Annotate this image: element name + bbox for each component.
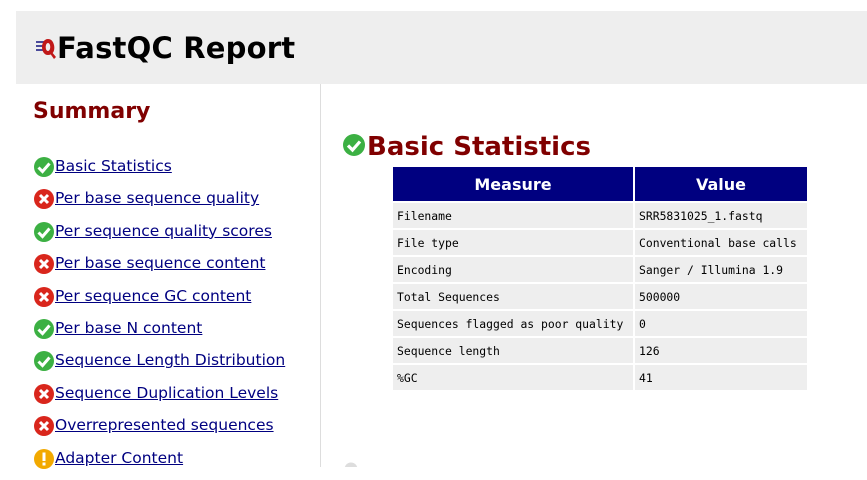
page-title: FastQC Report	[57, 30, 296, 65]
summary-link-overrepresented-sequences[interactable]: Overrepresented sequences	[55, 416, 274, 435]
report-header: FastQC Report	[16, 11, 867, 84]
summary-list: Basic Statistics Per base sequence quali…	[33, 156, 285, 480]
value-cell: 41	[635, 365, 807, 392]
fail-cross-icon	[33, 415, 55, 437]
pass-check-icon	[33, 156, 55, 178]
fail-cross-icon	[33, 383, 55, 405]
fail-cross-icon	[33, 286, 55, 308]
fail-cross-icon	[33, 188, 55, 210]
measure-cell: File type	[393, 230, 633, 257]
value-cell: SRR5831025_1.fastq	[635, 203, 807, 230]
fail-cross-icon	[33, 253, 55, 275]
summary-item-per-sequence-gc-content: Per sequence GC content	[33, 286, 285, 318]
table-row: Sequence length 126	[393, 338, 807, 365]
value-cell: 0	[635, 311, 807, 338]
value-cell: Sanger / Illumina 1.9	[635, 257, 807, 284]
column-header-measure: Measure	[393, 167, 633, 203]
summary-panel: Summary Basic Statistics Per base sequen…	[16, 84, 321, 469]
measure-cell: Total Sequences	[393, 284, 633, 311]
pass-check-icon	[33, 350, 55, 372]
value-cell: 500000	[635, 284, 807, 311]
summary-link-per-base-n-content[interactable]: Per base N content	[55, 318, 203, 337]
summary-link-per-sequence-gc-content[interactable]: Per sequence GC content	[55, 286, 252, 305]
summary-link-sequence-duplication-levels[interactable]: Sequence Duplication Levels	[55, 383, 279, 402]
table-header-row: Measure Value	[393, 167, 807, 203]
summary-item-sequence-length-distribution: Sequence Length Distribution	[33, 350, 285, 382]
value-cell: 126	[635, 338, 807, 365]
pass-check-icon	[33, 221, 55, 243]
table-row: File type Conventional base calls	[393, 230, 807, 257]
table-row: Total Sequences 500000	[393, 284, 807, 311]
summary-item-per-base-sequence-quality: Per base sequence quality	[33, 188, 285, 220]
measure-cell: Filename	[393, 203, 633, 230]
fastqc-logo-icon	[35, 35, 57, 61]
pass-check-icon	[342, 133, 366, 157]
value-cell: Conventional base calls	[635, 230, 807, 257]
pass-check-icon	[33, 318, 55, 340]
summary-link-adapter-content[interactable]: Adapter Content	[55, 448, 184, 467]
summary-link-basic-statistics[interactable]: Basic Statistics	[55, 157, 172, 175]
next-section-status-icon	[344, 461, 358, 467]
table-row: Filename SRR5831025_1.fastq	[393, 203, 807, 230]
summary-heading: Summary	[33, 99, 151, 124]
table-row: Encoding Sanger / Illumina 1.9	[393, 257, 807, 284]
measure-cell: Sequences flagged as poor quality	[393, 311, 633, 338]
measure-cell: Sequence length	[393, 338, 633, 365]
measure-cell: %GC	[393, 365, 633, 392]
section-title-text: Basic Statistics	[367, 132, 591, 162]
summary-link-sequence-length-distribution[interactable]: Sequence Length Distribution	[55, 351, 286, 370]
column-header-value: Value	[635, 167, 807, 203]
summary-item-basic-statistics: Basic Statistics	[33, 156, 285, 188]
table-row: Sequences flagged as poor quality 0	[393, 311, 807, 338]
summary-item-adapter-content: Adapter Content	[33, 448, 285, 480]
summary-link-per-sequence-quality-scores[interactable]: Per sequence quality scores	[55, 221, 272, 240]
summary-link-per-base-sequence-quality[interactable]: Per base sequence quality	[55, 189, 260, 208]
section-title-basic-statistics: Basic Statistics	[342, 132, 591, 162]
summary-item-sequence-duplication-levels: Sequence Duplication Levels	[33, 383, 285, 415]
basic-statistics-table: Measure Value Filename SRR5831025_1.fast…	[391, 167, 809, 392]
warn-exclamation-icon	[33, 448, 55, 470]
summary-link-per-base-sequence-content[interactable]: Per base sequence content	[55, 254, 266, 273]
table-row: %GC 41	[393, 365, 807, 392]
summary-item-per-base-n-content: Per base N content	[33, 318, 285, 350]
main-content: Basic Statistics Measure Value Filename …	[322, 84, 867, 467]
summary-item-per-sequence-quality-scores: Per sequence quality scores	[33, 221, 285, 253]
summary-item-overrepresented-sequences: Overrepresented sequences	[33, 415, 285, 447]
measure-cell: Encoding	[393, 257, 633, 284]
summary-item-per-base-sequence-content: Per base sequence content	[33, 253, 285, 285]
